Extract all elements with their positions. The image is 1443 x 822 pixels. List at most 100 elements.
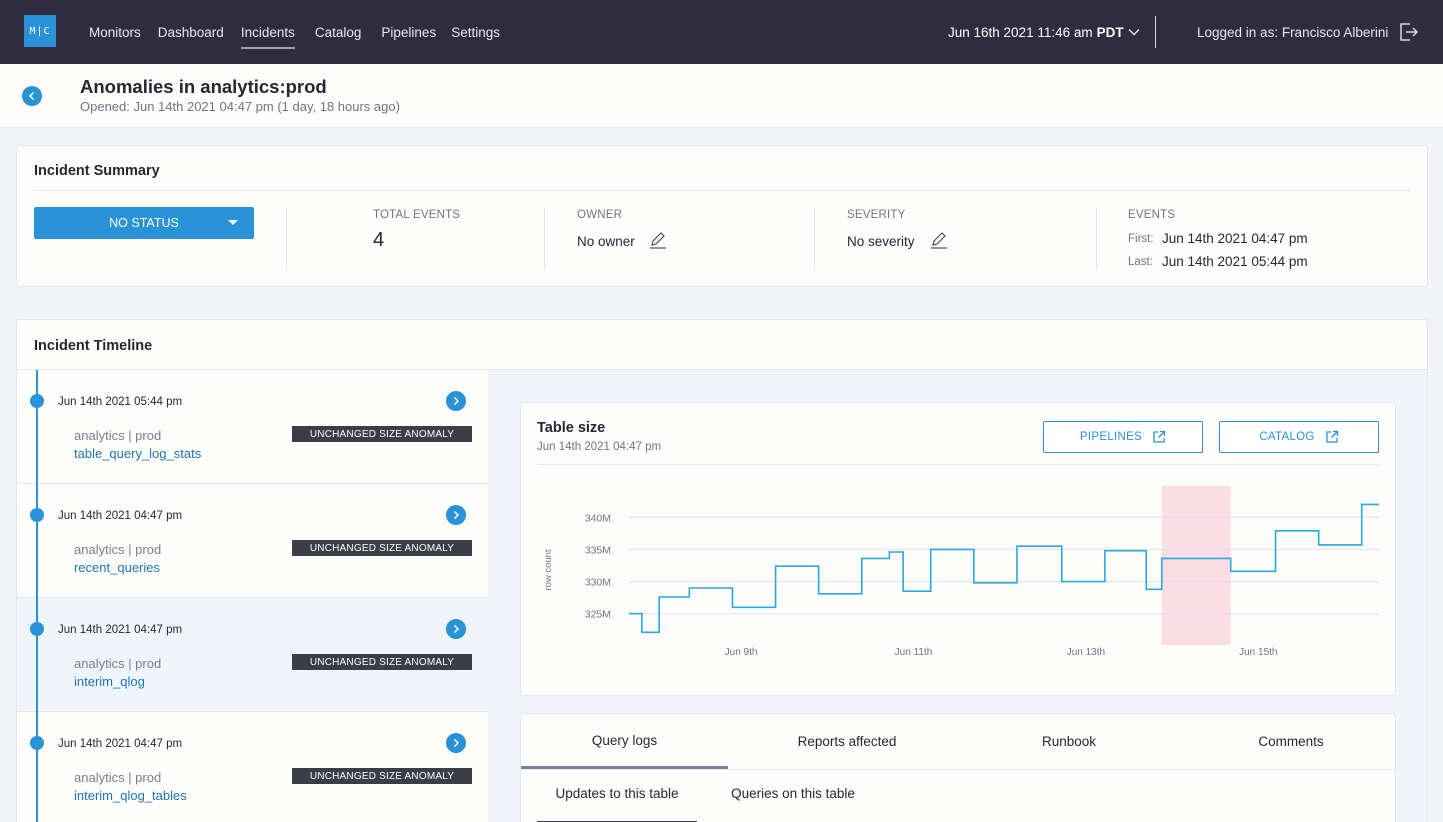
nav-dashboard[interactable]: Dashboard (157, 24, 224, 40)
nav-menu: Monitors Dashboard Incidents Catalog Pip… (89, 0, 517, 64)
x-tick-label: Jun 9th (725, 647, 758, 658)
y-tick-label: 340M (585, 512, 611, 524)
timeline-item[interactable]: Jun 14th 2021 04:47 pm analytics | prod … (17, 484, 488, 598)
top-nav: M|C Monitors Dashboard Incidents Catalog… (0, 0, 1443, 64)
divider (34, 190, 1410, 191)
chevron-right-icon (453, 396, 460, 406)
timeline-line (36, 370, 38, 822)
anomaly-badge: UNCHANGED SIZE ANOMALY (292, 768, 472, 784)
nav-incidents[interactable]: Incidents (240, 0, 295, 64)
edit-owner-icon[interactable] (648, 230, 668, 250)
event-table-link[interactable]: table_query_log_stats (74, 446, 202, 461)
severity-label: SEVERITY (847, 209, 906, 221)
divider (1096, 207, 1097, 270)
pipelines-button[interactable]: PIPELINES (1043, 421, 1203, 453)
tab-runbook[interactable]: Runbook (1041, 734, 1097, 749)
timeline-item-selected[interactable]: Jun 14th 2021 04:47 pm analytics | prod … (17, 598, 488, 712)
nav-pipelines[interactable]: Pipelines (381, 24, 437, 40)
anomaly-highlight (1161, 486, 1231, 645)
external-link-icon (1153, 430, 1166, 443)
tab-comments[interactable]: Comments (1258, 734, 1324, 749)
catalog-button-label: CATALOG (1259, 431, 1315, 443)
date-selector[interactable]: Jun 16th 2021 11:46 am PDT (948, 0, 1124, 64)
event-table-link[interactable]: recent_queries (74, 560, 160, 575)
chevron-left-icon (28, 91, 35, 101)
event-time: Jun 14th 2021 05:44 pm (58, 396, 183, 408)
owner-label: OWNER (577, 209, 623, 221)
event-table-link[interactable]: interim_qlog_tables (74, 788, 187, 803)
event-path: analytics | prod (74, 770, 162, 785)
last-event-key: Last: (1128, 256, 1153, 268)
last-event-value: Jun 14th 2021 05:44 pm (1162, 254, 1308, 269)
anomaly-badge: UNCHANGED SIZE ANOMALY (292, 426, 472, 442)
timezone-text: PDT (1096, 24, 1124, 40)
divider (537, 464, 1379, 465)
open-event-button[interactable] (446, 619, 466, 639)
date-text: Jun 16th 2021 11:46 am (948, 24, 1093, 40)
chart-subtitle: Jun 14th 2021 04:47 pm (537, 441, 662, 453)
pipelines-button-label: PIPELINES (1079, 431, 1143, 443)
subtab-updates[interactable]: Updates to this table (537, 786, 697, 822)
severity-value: No severity (847, 234, 915, 249)
anomaly-badge: UNCHANGED SIZE ANOMALY (292, 540, 472, 556)
chevron-right-icon (453, 738, 460, 748)
details-tabs-card: Query logs Reports affected Runbook Comm… (520, 713, 1396, 822)
divider (17, 369, 1427, 370)
summary-title: Incident Summary (34, 163, 160, 179)
divider (814, 207, 815, 270)
timeline-item[interactable]: Jun 14th 2021 04:47 pm analytics | prod … (17, 712, 488, 822)
divider (544, 207, 545, 270)
back-button[interactable] (22, 86, 42, 106)
x-tick-label: Jun 15th (1239, 647, 1277, 658)
nav-settings[interactable]: Settings (451, 24, 500, 40)
chevron-right-icon (453, 510, 460, 520)
y-tick-label: 335M (585, 544, 611, 556)
event-time: Jun 14th 2021 04:47 pm (58, 738, 183, 750)
event-path: analytics | prod (74, 656, 162, 671)
timeline-list: Jun 14th 2021 05:44 pm analytics | prod … (17, 370, 488, 822)
event-path: analytics | prod (74, 542, 162, 557)
y-axis-label: row count (543, 549, 554, 591)
chevron-right-icon (453, 624, 460, 634)
x-tick-label: Jun 11th (895, 647, 933, 658)
event-table-link[interactable]: interim_qlog (74, 674, 145, 689)
timeline-item[interactable]: Jun 14th 2021 05:44 pm analytics | prod … (17, 370, 488, 484)
event-detail-panel: Table size Jun 14th 2021 04:47 pm PIPELI… (488, 370, 1427, 822)
anomaly-badge: UNCHANGED SIZE ANOMALY (292, 654, 472, 670)
open-event-button[interactable] (446, 505, 466, 525)
page-header: Anomalies in analytics:prod Opened: Jun … (0, 64, 1443, 128)
tab-reports-affected[interactable]: Reports affected (797, 734, 897, 749)
status-label: NO STATUS (109, 216, 179, 230)
logout-icon[interactable] (1397, 21, 1419, 43)
tab-query-logs[interactable]: Query logs (521, 714, 728, 769)
owner-value: No owner (577, 234, 635, 249)
incident-timeline-card: Incident Timeline Jun 14th 2021 05:44 pm… (16, 319, 1428, 822)
events-label: EVENTS (1128, 209, 1176, 221)
catalog-button[interactable]: CATALOG (1219, 421, 1379, 453)
divider (521, 769, 1395, 770)
table-size-chart-card: Table size Jun 14th 2021 04:47 pm PIPELI… (520, 402, 1396, 696)
external-link-icon (1326, 430, 1338, 443)
edit-severity-icon[interactable] (929, 230, 949, 250)
table-size-series-line (629, 503, 1379, 634)
open-event-button[interactable] (446, 391, 466, 411)
total-events-label: TOTAL EVENTS (373, 209, 461, 221)
status-dropdown[interactable]: NO STATUS (34, 207, 254, 239)
incident-summary-card: Incident Summary NO STATUS TOTAL EVENTS … (16, 145, 1428, 287)
app-logo[interactable]: M|C (24, 15, 56, 47)
logged-in-user: Logged in as: Francisco Alberini (1197, 24, 1389, 40)
table-size-chart: 325M 330M 335M 340M row count Jun 9th Jun 11th… (543, 486, 1379, 658)
event-time: Jun 14th 2021 04:47 pm (58, 624, 183, 636)
page-title: Anomalies in analytics:prod (80, 76, 327, 97)
caret-down-icon (228, 220, 238, 225)
x-tick-label: Jun 13th (1067, 647, 1105, 658)
divider (286, 207, 287, 270)
total-events-value: 4 (373, 229, 385, 251)
timeline-title: Incident Timeline (34, 338, 153, 354)
open-event-button[interactable] (446, 733, 466, 753)
nav-catalog[interactable]: Catalog (314, 24, 362, 40)
nav-monitors[interactable]: Monitors (89, 24, 141, 40)
chevron-down-icon[interactable] (1128, 26, 1140, 38)
subtab-queries[interactable]: Queries on this table (731, 786, 855, 801)
nav-divider (1155, 16, 1156, 48)
